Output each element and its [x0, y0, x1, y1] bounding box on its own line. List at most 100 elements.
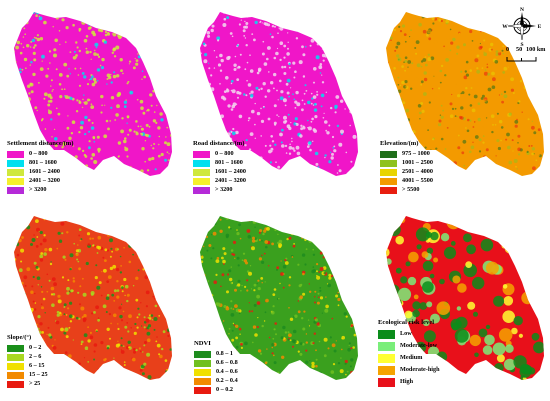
- map-speckle: [289, 174, 293, 176]
- map-speckle: [200, 120, 203, 123]
- map-speckle: [127, 340, 131, 344]
- map-speckle: [140, 364, 145, 369]
- map-speckle: [110, 96, 115, 100]
- legend-swatch: [378, 330, 395, 340]
- map-speckle: [338, 37, 341, 41]
- map-speckle: [485, 324, 491, 330]
- map-speckle: [14, 275, 18, 278]
- map-speckle: [48, 109, 50, 111]
- map-speckle: [443, 12, 447, 13]
- map-speckle: [457, 116, 459, 118]
- map-speckle: [200, 77, 202, 79]
- map-speckle: [222, 23, 227, 27]
- map-speckle: [106, 249, 110, 252]
- map-speckle: [111, 224, 116, 229]
- legend-label: 2501 – 4000: [402, 167, 433, 175]
- map-speckle: [125, 12, 127, 14]
- map-speckle: [235, 324, 239, 328]
- map-speckle: [144, 35, 149, 40]
- map-speckle: [144, 263, 146, 265]
- map-speckle: [523, 85, 527, 90]
- map-speckle: [284, 331, 288, 334]
- map-speckle: [98, 174, 102, 176]
- map-speckle: [30, 61, 33, 64]
- map-speckle: [513, 316, 523, 326]
- map-speckle: [421, 14, 424, 17]
- map-speckle: [357, 155, 358, 159]
- map-speckle: [352, 51, 357, 56]
- map-speckle: [279, 79, 282, 83]
- legend-item: 0.6 – 0.8: [194, 359, 238, 368]
- map-speckle: [322, 174, 325, 176]
- map-speckle: [286, 218, 290, 222]
- map-speckle: [246, 229, 251, 233]
- map-speckle: [135, 62, 139, 66]
- legend-label: 15 – 25: [29, 370, 48, 378]
- map-speckle: [168, 282, 171, 284]
- map-speckle: [80, 163, 83, 166]
- map-speckle: [124, 370, 128, 374]
- map-speckle: [92, 77, 97, 82]
- map-speckle: [455, 60, 458, 63]
- panel-elevation: Elevation/(m) 975 – 1000 1001 – 2500 250…: [372, 0, 550, 196]
- map-speckle: [93, 381, 94, 382]
- map-speckle: [234, 55, 237, 58]
- map-speckle: [234, 288, 237, 292]
- map-speckle: [514, 156, 518, 160]
- map-speckle: [128, 26, 132, 30]
- map-speckle: [117, 323, 119, 325]
- map-speckle: [271, 346, 274, 349]
- legend-label: 1001 – 2500: [402, 158, 433, 166]
- map-speckle: [439, 278, 445, 285]
- map-speckle: [214, 217, 218, 221]
- map-speckle: [323, 112, 325, 114]
- map-speckle: [156, 336, 158, 338]
- map-speckle: [532, 166, 536, 171]
- map-speckle: [336, 53, 340, 57]
- map-speckle: [342, 252, 346, 256]
- map-speckle: [310, 38, 315, 43]
- map-speckle: [59, 311, 62, 315]
- map-speckle: [503, 94, 508, 99]
- map-speckle: [18, 268, 23, 273]
- map-speckle: [230, 82, 233, 85]
- map-speckle: [308, 165, 311, 168]
- map-speckle: [283, 72, 287, 75]
- map-speckle: [202, 100, 205, 103]
- map-speckle: [14, 60, 17, 64]
- map-speckle: [344, 240, 347, 243]
- map-speckle: [26, 267, 31, 272]
- map-speckle: [138, 347, 141, 350]
- map-speckle: [311, 269, 316, 274]
- map-speckle: [102, 374, 104, 376]
- map-speckle: [49, 62, 51, 64]
- map-speckle: [42, 297, 46, 301]
- map-speckle: [47, 93, 52, 98]
- map-speckle: [74, 67, 77, 70]
- map-speckle: [287, 218, 289, 220]
- map-speckle: [216, 36, 221, 41]
- map-speckle: [77, 161, 80, 164]
- map-speckle: [243, 93, 246, 96]
- map-speckle: [207, 135, 210, 138]
- map-speckle: [318, 340, 321, 343]
- map-speckle: [83, 357, 86, 359]
- map-speckle: [52, 293, 56, 296]
- map-speckle: [100, 12, 103, 16]
- map-speckle: [37, 315, 41, 319]
- map-speckle: [465, 87, 468, 90]
- map-speckle: [227, 55, 231, 59]
- map-speckle: [388, 33, 391, 36]
- map-speckle: [63, 88, 66, 90]
- map-speckle: [169, 174, 172, 176]
- legend-label: 6 – 15: [29, 361, 45, 369]
- map-speckle: [480, 97, 484, 100]
- map-speckle: [530, 216, 536, 222]
- map-speckle: [126, 115, 130, 119]
- map-speckle: [432, 138, 435, 141]
- map-speckle: [150, 57, 152, 60]
- map-speckle: [322, 256, 325, 259]
- map-speckle: [230, 300, 233, 303]
- map-speckle: [312, 216, 315, 218]
- map-speckle: [165, 248, 168, 251]
